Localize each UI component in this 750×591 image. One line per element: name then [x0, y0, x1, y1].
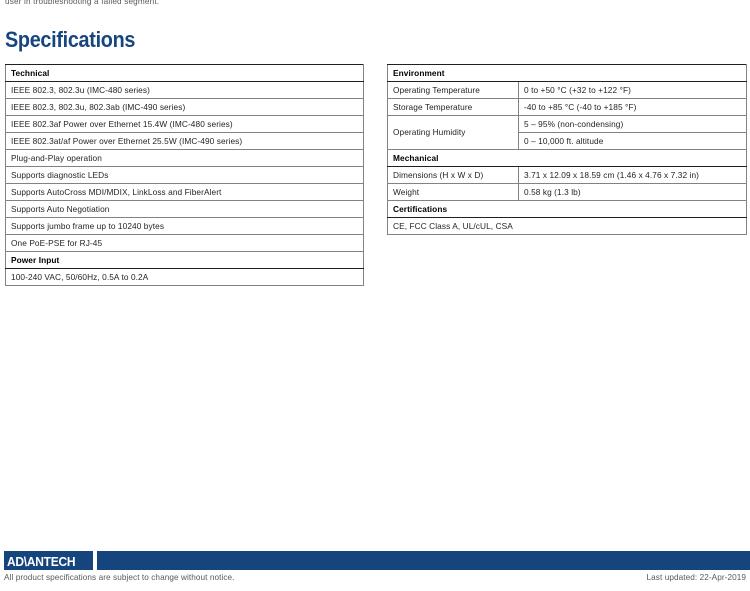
advantech-logo-text: AD\ANTECH — [7, 554, 76, 569]
table-row: IEEE 802.3, 802.3u, 802.3ab (IMC-490 ser… — [5, 98, 364, 116]
group-header-environment: Environment — [387, 64, 747, 82]
table-cell-value: 3.71 x 12.09 x 18.59 cm (1.46 x 4.76 x 7… — [518, 166, 747, 184]
table-cell: IEEE 802.3af Power over Ethernet 15.4W (… — [5, 115, 364, 133]
technical-specifications-table: Technical IEEE 802.3, 802.3u (IMC-480 se… — [5, 64, 364, 286]
table-row: One PoE-PSE for RJ-45 — [5, 234, 364, 252]
table-cell: IEEE 802.3, 802.3u, 802.3ab (IMC-490 ser… — [5, 98, 364, 116]
table-cell: Supports jumbo frame up to 10240 bytes — [5, 217, 364, 235]
page-title: Specifications — [5, 27, 136, 52]
table-cell: 100-240 VAC, 50/60Hz, 0.5A to 0.2A — [5, 268, 364, 286]
table-cell-value: 0 to +50 °C (+32 to +122 °F) — [518, 81, 747, 99]
table-row: Operating Humidity 5 – 95% (non-condensi… — [387, 115, 747, 150]
table-row: IEEE 802.3at/af Power over Ethernet 25.5… — [5, 132, 364, 150]
table-cell: Supports diagnostic LEDs — [5, 166, 364, 184]
environment-specifications-table: Environment Operating Temperature 0 to +… — [387, 64, 747, 235]
advantech-logo-block — [4, 551, 93, 570]
table-cell-value: -40 to +85 °C (-40 to +185 °F) — [518, 98, 747, 116]
table-row: Supports diagnostic LEDs — [5, 166, 364, 184]
table-row: 100-240 VAC, 50/60Hz, 0.5A to 0.2A — [5, 268, 364, 286]
table-row-header: Mechanical — [387, 149, 747, 167]
top-paragraph-text: user in troubleshooting a failed segment… — [5, 0, 160, 6]
table-row-header: Certifications — [387, 200, 747, 218]
table-row-header: Environment — [387, 64, 747, 82]
table-row: Operating Temperature 0 to +50 °C (+32 t… — [387, 81, 747, 99]
table-cell: IEEE 802.3at/af Power over Ethernet 25.5… — [5, 132, 364, 150]
table-cell: IEEE 802.3, 802.3u (IMC-480 series) — [5, 81, 364, 99]
table-cell-label: Storage Temperature — [387, 98, 519, 116]
footer-brand-bar — [97, 551, 750, 570]
table-cell-label: Operating Humidity — [387, 115, 519, 150]
table-cell: Supports Auto Negotiation — [5, 200, 364, 218]
table-row: Supports jumbo frame up to 10240 bytes — [5, 217, 364, 235]
table-row: IEEE 802.3, 802.3u (IMC-480 series) — [5, 81, 364, 99]
table-cell-label: Dimensions (H x W x D) — [387, 166, 519, 184]
group-header-mechanical: Mechanical — [387, 149, 747, 167]
table-row: Dimensions (H x W x D) 3.71 x 12.09 x 18… — [387, 166, 747, 184]
table-row-header: Power Input — [5, 251, 364, 269]
table-row: IEEE 802.3af Power over Ethernet 15.4W (… — [5, 115, 364, 133]
footer-disclaimer-text: All product specifications are subject t… — [4, 573, 235, 582]
group-header-power-input: Power Input — [5, 251, 364, 269]
table-cell-label: Weight — [387, 183, 519, 201]
table-cell: Plug-and-Play operation — [5, 149, 364, 167]
table-row: Storage Temperature -40 to +85 °C (-40 t… — [387, 98, 747, 116]
group-header-technical: Technical — [5, 64, 364, 82]
table-cell-value: CE, FCC Class A, UL/cUL, CSA — [387, 217, 747, 235]
table-row: Weight 0.58 kg (1.3 lb) — [387, 183, 747, 201]
table-cell-label: Operating Temperature — [387, 81, 519, 99]
table-cell: Supports AutoCross MDI/MDIX, LinkLoss an… — [5, 183, 364, 201]
footer-last-updated-text: Last updated: 22-Apr-2019 — [646, 573, 746, 582]
table-row: CE, FCC Class A, UL/cUL, CSA — [387, 217, 747, 235]
table-cell: One PoE-PSE for RJ-45 — [5, 234, 364, 252]
table-row: Supports Auto Negotiation — [5, 200, 364, 218]
table-row-header: Technical — [5, 64, 364, 82]
table-cell-value: 0.58 kg (1.3 lb) — [518, 183, 747, 201]
table-row: Plug-and-Play operation — [5, 149, 364, 167]
table-row: Supports AutoCross MDI/MDIX, LinkLoss an… — [5, 183, 364, 201]
group-header-certifications: Certifications — [387, 200, 747, 218]
table-cell-value: 5 – 95% (non-condensing) — [518, 115, 747, 133]
table-cell-value: 0 – 10,000 ft. altitude — [518, 132, 747, 150]
